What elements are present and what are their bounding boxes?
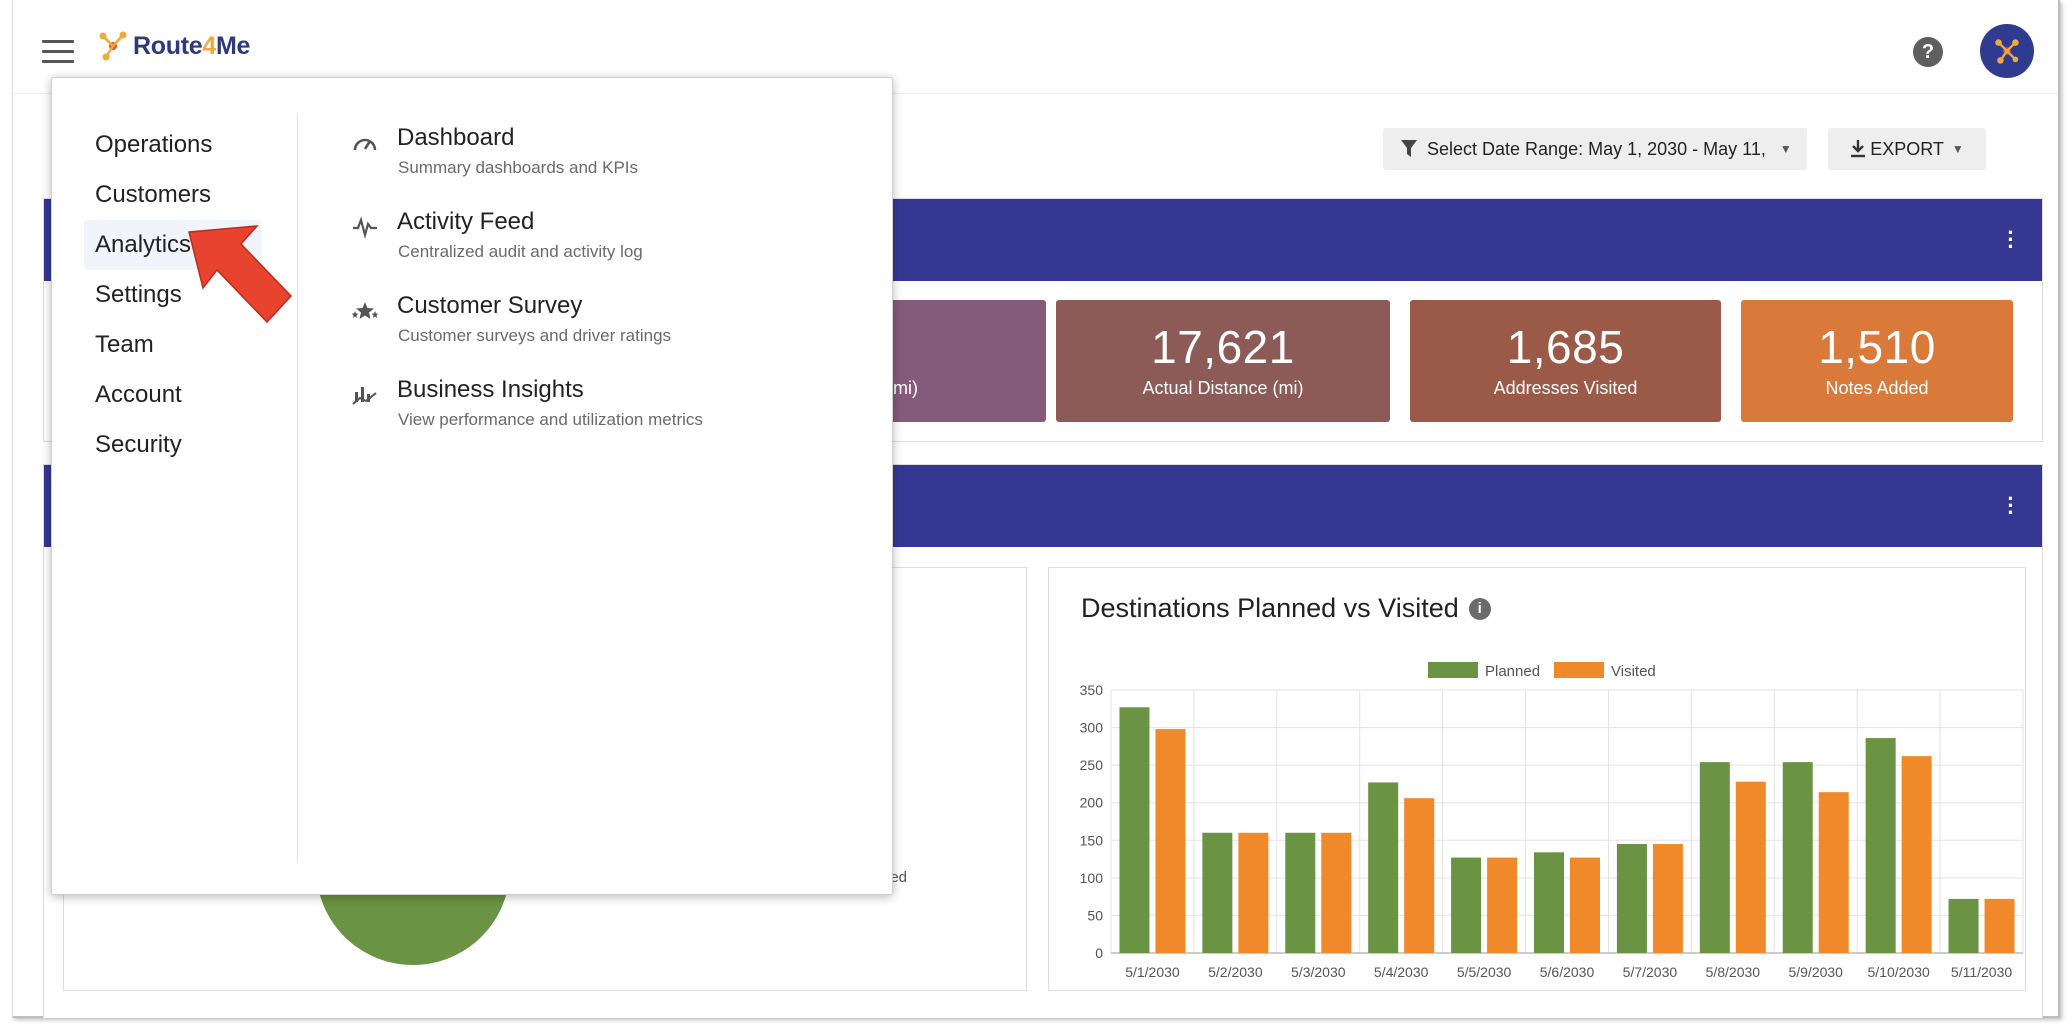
chart-title: Destinations Planned vs Visited i	[1081, 593, 1491, 624]
x-tick-label: 5/9/2030	[1788, 964, 1843, 980]
filter-icon	[1401, 140, 1417, 157]
menu-item-security[interactable]: Security	[95, 431, 182, 458]
x-tick-label: 5/11/2030	[1951, 964, 2012, 980]
y-tick-label: 200	[1080, 795, 1104, 811]
y-tick-label: 300	[1080, 720, 1104, 736]
x-tick-label: 5/4/2030	[1374, 964, 1429, 980]
chevron-down-icon: ▼	[1779, 142, 1792, 156]
submenu-title: Customer Survey	[397, 292, 583, 319]
kpi-label: Addresses Visited	[1493, 378, 1638, 398]
kpi-value: 17,621	[1151, 321, 1295, 373]
stars-icon	[352, 302, 378, 319]
bar-visited	[1570, 857, 1600, 953]
bar-planned	[1451, 857, 1482, 953]
y-tick-label: 0	[1095, 945, 1103, 961]
bar-visited	[1652, 844, 1683, 953]
export-label: EXPORT	[1870, 138, 1944, 159]
legend-label: Planned	[1485, 663, 1540, 680]
bar-visited	[1321, 832, 1352, 953]
bar-visited	[1984, 898, 2015, 953]
submenu-title: Dashboard	[397, 124, 515, 151]
bar-planned	[1119, 707, 1150, 953]
bar-visited	[1735, 781, 1766, 953]
help-icon[interactable]: ?	[1913, 37, 1943, 67]
y-tick-label: 50	[1087, 907, 1103, 923]
y-tick-label: 150	[1080, 832, 1104, 848]
date-range-label: Select Date Range:	[1427, 138, 1584, 159]
kpi-label: Actual Distance (mi)	[1142, 378, 1304, 398]
pulse-icon	[353, 216, 377, 238]
avatar[interactable]	[1980, 24, 2034, 78]
bar-visited	[1818, 792, 1849, 953]
date-range-value: May 1, 2030 - May 11,	[1588, 138, 1766, 159]
bar-planned	[1285, 832, 1316, 953]
avatar-logo-icon	[1995, 39, 2019, 64]
submenu-description: Centralized audit and activity log	[398, 242, 643, 261]
kpi-card: 1,685 Addresses Visited	[1410, 300, 1721, 422]
insights-icon	[352, 387, 377, 405]
submenu-title: Business Insights	[397, 376, 584, 403]
bar-planned	[1948, 898, 1979, 953]
x-tick-label: 5/3/2030	[1291, 964, 1346, 980]
menu-item-customers[interactable]: Customers	[95, 181, 212, 208]
app-window: Route4Me ? Select Date Range: May 1, 203…	[12, 0, 2060, 1018]
chevron-down-icon: ▼	[1951, 142, 1964, 156]
y-tick-label: 100	[1080, 870, 1104, 886]
chart-title-text: Destinations Planned vs Visited	[1081, 593, 1459, 623]
y-tick-label: 350	[1080, 682, 1104, 698]
bar-planned	[1616, 844, 1647, 953]
bar-planned	[1368, 782, 1399, 953]
x-tick-label: 5/6/2030	[1540, 964, 1595, 980]
annotation-arrow-icon	[188, 225, 293, 324]
bar-visited	[1487, 857, 1518, 953]
x-tick-label: 5/10/2030	[1867, 964, 1929, 980]
legend-label: Visited	[1611, 663, 1656, 680]
download-icon	[1851, 140, 1866, 158]
more-options-icon[interactable]: · · ·	[2007, 486, 2015, 525]
menu-categories: Operations Customers Analytics Settings …	[84, 120, 262, 470]
bar-planned	[1782, 762, 1813, 953]
x-tick-label: 5/8/2030	[1706, 964, 1761, 980]
hamburger-menu-icon[interactable]	[42, 40, 74, 64]
info-icon[interactable]: i	[1468, 597, 1491, 620]
bar-planned	[1699, 762, 1730, 953]
bar-planned	[1865, 738, 1896, 953]
bar-visited	[1901, 756, 1932, 953]
export-button[interactable]: EXPORT ▼	[1828, 128, 1986, 170]
menu-item-team[interactable]: Team	[95, 331, 154, 358]
bar-visited	[1404, 798, 1435, 953]
logo[interactable]: Route4Me	[97, 30, 250, 62]
menu-item-operations[interactable]: Operations	[95, 131, 213, 158]
x-tick-label: 5/2/2030	[1208, 964, 1263, 980]
submenu-title: Activity Feed	[397, 208, 535, 235]
bar-planned	[1534, 852, 1564, 953]
kpi-value: 1,510	[1818, 321, 1936, 373]
bar-visited	[1238, 832, 1269, 953]
submenu-description: Summary dashboards and KPIs	[398, 158, 639, 177]
speedometer-icon	[353, 138, 377, 151]
submenu-description: View performance and utilization metrics	[398, 410, 703, 429]
x-tick-label: 5/5/2030	[1457, 964, 1512, 980]
menu-item-account[interactable]: Account	[95, 381, 182, 408]
kpi-card: 1,510 Notes Added	[1741, 300, 2013, 422]
x-tick-label: 5/1/2030	[1125, 964, 1180, 980]
bar-chart: Planned Visited 0 50 100 150 200 250 300 350 5/1/2…	[1080, 662, 2024, 980]
legend-swatch	[1428, 662, 1478, 678]
menu-divider	[297, 114, 298, 862]
menu-item-settings[interactable]: Settings	[95, 281, 182, 308]
kpi-card: 17,621 Actual Distance (mi)	[1056, 300, 1390, 422]
more-options-icon[interactable]: · · ·	[2007, 220, 2015, 259]
legend-swatch	[1554, 662, 1604, 678]
kpi-value: 1,685	[1506, 321, 1625, 373]
navigation-menu: Operations Customers Analytics Settings …	[51, 77, 893, 895]
y-tick-label: 250	[1080, 757, 1104, 773]
submenu-description: Customer surveys and driver ratings	[398, 326, 672, 345]
x-tick-label: 5/7/2030	[1623, 964, 1678, 980]
bar-visited	[1155, 729, 1186, 953]
route4me-logo-icon	[99, 31, 127, 61]
kpi-label: Notes Added	[1825, 378, 1929, 398]
date-range-select[interactable]: Select Date Range: May 1, 2030 - May 11,…	[1383, 128, 1807, 170]
bar-planned	[1202, 832, 1233, 953]
brand-name: Route4Me	[133, 31, 251, 60]
